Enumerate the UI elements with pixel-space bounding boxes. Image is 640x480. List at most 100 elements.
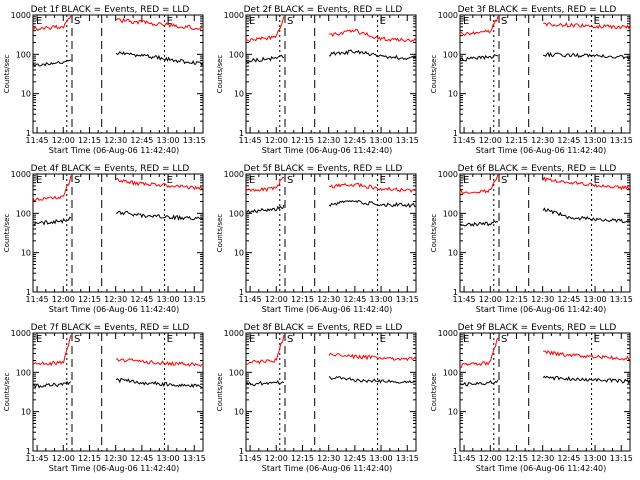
y-tick-label: 1	[453, 447, 458, 456]
event-marker-label: S	[74, 175, 80, 186]
x-tick-label: 11:45	[26, 136, 49, 145]
x-tick-label: 13:15	[610, 295, 633, 304]
y-axis-label: Counts/sec	[430, 214, 438, 253]
x-tick-label: 13:15	[396, 454, 419, 463]
events-trace	[32, 59, 72, 67]
plot-frame	[459, 332, 631, 452]
event-marker-label: S	[501, 16, 507, 27]
x-tick-label: 12:45	[557, 295, 580, 304]
x-tick-label: 13:15	[183, 136, 206, 145]
y-tick-label: 1000	[438, 170, 458, 179]
x-tick-label: 13:15	[396, 295, 419, 304]
event-marker-label: E	[249, 334, 255, 345]
x-tick-label: 13:00	[370, 295, 393, 304]
detector-panel: Det 3f BLACK = Events, RED = LLD 1 10 100 10…	[430, 5, 633, 155]
x-tick-label: 13:00	[370, 454, 393, 463]
y-tick-label: 1000	[224, 11, 244, 20]
x-axis-label: Start Time (06-Aug-06 11:42:40)	[262, 305, 393, 314]
events-trace	[459, 379, 499, 387]
event-marker-label: S	[287, 16, 293, 27]
event-marker-label: E	[463, 175, 469, 186]
plot-frame	[32, 332, 204, 452]
y-tick-label: 1000	[224, 170, 244, 179]
x-tick-label: 12:30	[531, 136, 554, 145]
event-marker-label: E	[380, 334, 386, 345]
x-tick-label: 12:30	[104, 136, 127, 145]
lld-trace	[328, 28, 417, 43]
panel-title: Det 4f BLACK = Events, RED = LLD	[31, 164, 190, 174]
detector-panel: Det 7f BLACK = Events, RED = LLD 1 10 100 10…	[3, 323, 206, 473]
events-trace	[32, 216, 72, 227]
y-tick-label: 1000	[11, 11, 31, 20]
x-tick-label: 13:00	[157, 454, 180, 463]
panel-title: Det 3f BLACK = Events, RED = LLD	[458, 5, 617, 15]
x-tick-label: 13:15	[610, 136, 633, 145]
x-tick-label: 12:00	[52, 454, 75, 463]
x-tick-label: 12:15	[505, 136, 528, 145]
x-axis-label: Start Time (06-Aug-06 11:42:40)	[49, 464, 180, 473]
lld-trace	[245, 176, 284, 193]
x-tick-label: 12:15	[78, 454, 101, 463]
y-tick-label: 1	[26, 447, 31, 456]
x-tick-label: 13:00	[157, 295, 180, 304]
x-tick-label: 13:00	[584, 454, 607, 463]
y-axis-label: Counts/sec	[216, 214, 224, 253]
plot-frame	[459, 14, 631, 134]
detector-panel: Det 2f BLACK = Events, RED = LLD 1 10 100 10…	[216, 5, 419, 155]
events-trace	[328, 376, 417, 384]
events-trace	[245, 204, 285, 214]
x-axis-label: Start Time (06-Aug-06 11:42:40)	[49, 305, 180, 314]
y-tick-label: 1	[239, 288, 244, 297]
x-tick-label: 11:45	[239, 454, 262, 463]
x-tick-label: 12:00	[52, 136, 75, 145]
events-trace	[459, 54, 499, 62]
y-tick-label: 100	[16, 209, 31, 218]
event-marker-label: E	[463, 334, 469, 345]
x-tick-label: 13:15	[183, 295, 206, 304]
x-tick-label: 12:00	[479, 454, 502, 463]
event-marker-label: E	[249, 16, 255, 27]
panel-title: Det 7f BLACK = Events, RED = LLD	[31, 323, 190, 333]
x-tick-label: 13:00	[584, 295, 607, 304]
x-tick-label: 12:30	[317, 136, 340, 145]
x-tick-label: 12:15	[291, 295, 314, 304]
plot-frame	[245, 332, 417, 452]
x-tick-label: 13:15	[396, 136, 419, 145]
event-marker-label: E	[249, 175, 255, 186]
events-trace	[328, 199, 416, 209]
panel-title: Det 1f BLACK = Events, RED = LLD	[31, 5, 190, 15]
x-tick-label: 11:45	[26, 454, 49, 463]
y-tick-label: 10	[234, 408, 244, 417]
x-tick-label: 12:45	[343, 454, 366, 463]
event-marker-label: E	[36, 334, 42, 345]
lld-trace	[245, 16, 285, 43]
plot-frame	[245, 173, 417, 293]
lld-trace	[459, 174, 499, 195]
event-marker-label: S	[287, 175, 293, 186]
events-trace	[459, 220, 499, 227]
y-axis-label: Counts/sec	[3, 214, 11, 253]
lld-trace	[460, 16, 499, 36]
x-tick-label: 12:45	[557, 454, 580, 463]
detector-panel: Det 8f BLACK = Events, RED = LLD 1 10 100 10…	[216, 323, 419, 473]
x-tick-label: 11:45	[453, 454, 476, 463]
y-tick-label: 100	[443, 368, 458, 377]
x-tick-label: 12:00	[265, 295, 288, 304]
event-marker-label: E	[167, 16, 173, 27]
x-tick-label: 11:45	[453, 136, 476, 145]
y-tick-label: 100	[229, 209, 244, 218]
events-trace	[32, 380, 72, 389]
y-tick-label: 10	[21, 249, 31, 258]
y-tick-label: 10	[21, 408, 31, 417]
x-tick-label: 11:45	[239, 295, 262, 304]
y-axis-label: Counts/sec	[3, 55, 11, 94]
lld-trace	[328, 182, 417, 193]
event-marker-label: E	[463, 16, 469, 27]
lld-trace	[459, 337, 499, 369]
x-tick-label: 11:45	[239, 136, 262, 145]
y-tick-label: 1000	[11, 170, 31, 179]
y-axis-label: Counts/sec	[430, 373, 438, 412]
y-tick-label: 10	[448, 249, 458, 258]
x-tick-label: 12:30	[531, 454, 554, 463]
event-marker-label: E	[594, 175, 600, 186]
